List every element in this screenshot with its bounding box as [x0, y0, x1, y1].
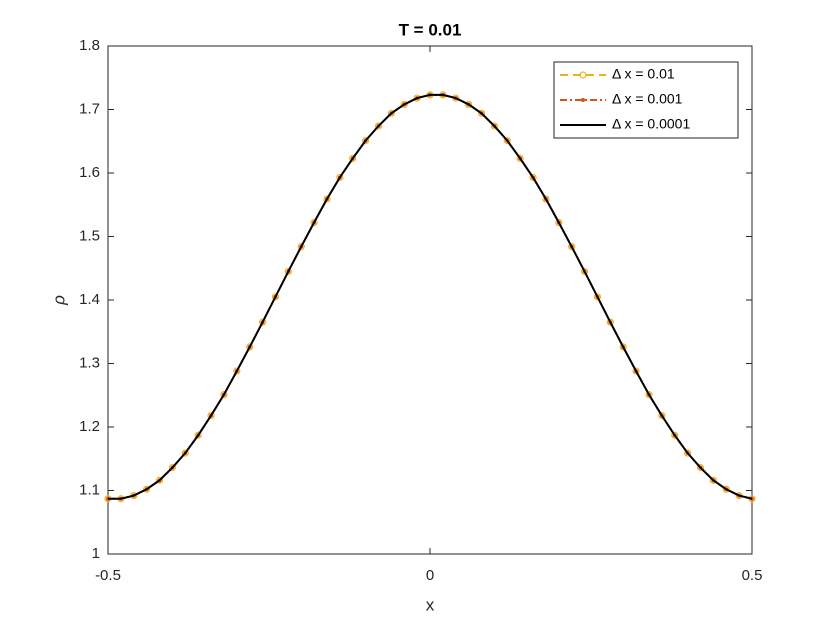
point-marker	[606, 318, 614, 326]
point-marker	[349, 154, 357, 162]
point-marker	[555, 218, 563, 227]
legend-marker	[579, 71, 587, 79]
point-marker	[297, 243, 305, 251]
y-axis-label: ρ	[49, 295, 68, 306]
legend-label: Δ x = 0.01	[612, 66, 675, 82]
point-marker	[310, 218, 318, 227]
point-marker	[503, 137, 511, 145]
point-marker	[529, 173, 537, 182]
point-marker	[400, 100, 408, 109]
y-tick-label: 1.6	[79, 164, 100, 181]
legend-label: Δ x = 0.0001	[612, 116, 690, 132]
point-marker	[542, 195, 550, 203]
series-line	[108, 93, 753, 500]
legend: Δ x = 0.01 Δ x = 0.001 Δ x = 0.0001	[553, 61, 739, 139]
point-marker	[246, 343, 254, 351]
point-marker	[683, 449, 692, 457]
point-marker	[220, 391, 228, 399]
point-marker	[271, 293, 280, 301]
point-marker	[194, 431, 202, 439]
point-marker	[258, 318, 267, 326]
point-marker	[593, 293, 602, 301]
point-marker	[155, 476, 164, 484]
x-axis-label: x	[426, 595, 435, 614]
point-marker	[284, 267, 292, 276]
point-marker	[465, 100, 473, 109]
x-tick-label: -0.5	[95, 567, 121, 584]
legend-marker	[581, 98, 585, 102]
point-marker	[387, 109, 395, 117]
y-tick-label: 1.2	[79, 418, 100, 435]
y-tick-label: 1.3	[79, 354, 100, 371]
y-tick-label: 1.4	[79, 291, 100, 308]
point-marker	[696, 464, 705, 472]
y-tick-label: 1.8	[79, 37, 100, 54]
x-tick-label: 0	[426, 567, 434, 584]
point-marker	[323, 195, 331, 203]
point-marker	[722, 485, 730, 493]
y-tick-label: 1	[92, 545, 100, 562]
point-marker	[336, 173, 344, 182]
x-tick-label: 0.5	[742, 567, 763, 584]
y-tick-label: 1.7	[79, 100, 100, 117]
point-marker	[671, 431, 679, 439]
point-marker	[374, 122, 383, 130]
point-marker	[709, 476, 717, 484]
point-marker	[168, 464, 176, 472]
point-marker	[645, 391, 653, 399]
point-marker	[477, 109, 486, 117]
legend-label: Δ x = 0.001	[612, 91, 683, 107]
y-tick-label: 1.5	[79, 227, 100, 244]
chart-title: T = 0.01	[399, 20, 462, 39]
point-marker	[143, 485, 151, 493]
point-marker	[233, 367, 241, 375]
point-marker	[658, 411, 666, 420]
point-marker	[568, 243, 576, 251]
point-marker	[181, 449, 189, 457]
point-marker	[362, 137, 370, 145]
point-marker	[619, 343, 627, 351]
point-marker	[580, 267, 589, 276]
point-marker	[632, 367, 640, 375]
point-marker	[516, 154, 524, 162]
point-marker	[490, 122, 498, 130]
point-marker	[207, 411, 215, 420]
y-tick-label: 1.1	[79, 481, 100, 498]
